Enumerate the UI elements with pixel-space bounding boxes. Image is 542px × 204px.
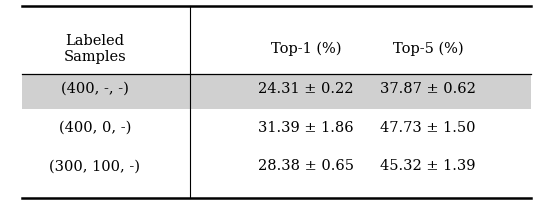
- Text: 24.31 ± 0.22: 24.31 ± 0.22: [259, 82, 354, 96]
- Text: 37.87 ± 0.62: 37.87 ± 0.62: [380, 82, 476, 96]
- Text: (400, -, -): (400, -, -): [61, 82, 129, 96]
- FancyBboxPatch shape: [22, 74, 531, 109]
- Text: 31.39 ± 1.86: 31.39 ± 1.86: [259, 121, 354, 134]
- Text: 45.32 ± 1.39: 45.32 ± 1.39: [380, 159, 476, 173]
- Text: 28.38 ± 0.65: 28.38 ± 0.65: [258, 159, 354, 173]
- Text: (400, 0, -): (400, 0, -): [59, 121, 131, 134]
- Text: Top-1 (%): Top-1 (%): [271, 42, 341, 56]
- Text: Labeled
Samples: Labeled Samples: [63, 34, 126, 64]
- Text: (300, 100, -): (300, 100, -): [49, 159, 140, 173]
- Text: 47.73 ± 1.50: 47.73 ± 1.50: [380, 121, 476, 134]
- Text: Top-5 (%): Top-5 (%): [393, 42, 463, 56]
